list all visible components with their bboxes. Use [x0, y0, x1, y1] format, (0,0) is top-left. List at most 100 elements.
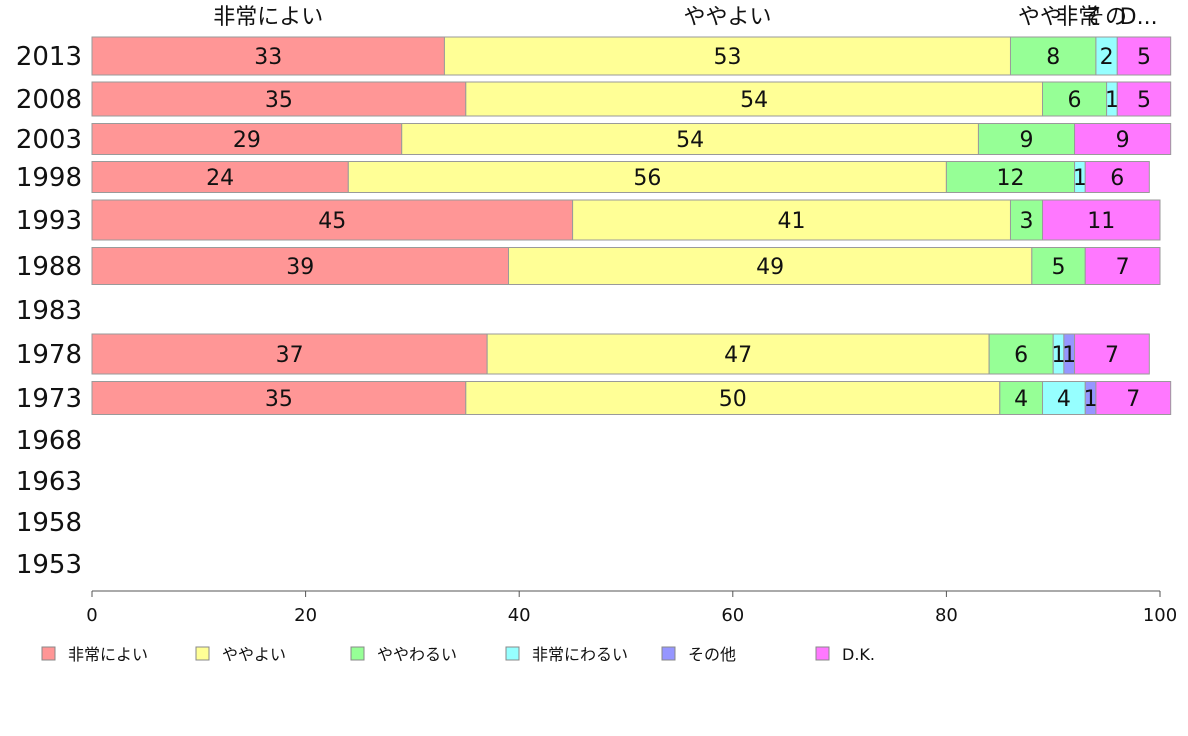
- data-label-2013-series-1: 53: [713, 45, 741, 70]
- bar-1998-series-5: [1084, 161, 1150, 193]
- bar-2013-series-0: [91, 36, 445, 76]
- legend-swatch-0: [41, 646, 56, 661]
- data-label-1973-series-3: 4: [1057, 387, 1071, 412]
- data-label-1998-series-1: 56: [633, 166, 661, 191]
- data-label-1993-series-0: 45: [318, 209, 346, 234]
- bar-1988-series-2: [1031, 247, 1086, 285]
- year-label-1978: 1978: [16, 340, 82, 370]
- data-label-2013-series-0: 33: [254, 45, 282, 70]
- legend-swatch-1: [195, 646, 210, 661]
- x-tick-label-80: 80: [935, 605, 958, 626]
- data-label-1998-series-2: 12: [996, 166, 1024, 191]
- data-label-1978-series-1: 47: [724, 343, 752, 368]
- top-label-0: 非常によい: [213, 5, 323, 30]
- data-label-1993-series-1: 41: [778, 209, 806, 234]
- bar-2003-series-1: [401, 123, 979, 155]
- legend-label-1: ややよい: [222, 645, 286, 664]
- bar-1978-series-5: [1074, 333, 1150, 375]
- bar-2008-series-5: [1116, 81, 1172, 117]
- y-axis-labels: 2013 2008 2003 1998 1993 1988 1983 1978 1973 1968…: [16, 42, 82, 580]
- data-label-1993-series-5: 11: [1087, 209, 1115, 234]
- data-label-1978-series-0: 37: [276, 343, 304, 368]
- legend-label-5: D.K.: [842, 645, 875, 664]
- data-label-1988-series-5: 7: [1116, 255, 1130, 280]
- bar-1993-series-5: [1042, 199, 1161, 241]
- bar-1993-series-1: [572, 199, 1011, 241]
- bar-1998-series-1: [347, 161, 947, 193]
- data-label-1973-series-4: 1: [1084, 387, 1098, 412]
- data-label-1988-series-1: 49: [756, 255, 784, 280]
- bar-1973-series-3: [1042, 381, 1086, 415]
- data-label-1978-series-3: 1: [1052, 343, 1066, 368]
- year-label-1968: 1968: [16, 426, 82, 456]
- data-label-2003-series-1: 54: [676, 128, 704, 153]
- legend-swatch-5: [815, 646, 830, 661]
- bar-1978-series-2: [988, 333, 1054, 375]
- year-label-1963: 1963: [16, 467, 82, 497]
- bar-2003-series-5: [1074, 123, 1172, 155]
- data-label-1998-series-5: 6: [1110, 166, 1124, 191]
- data-label-1998-series-0: 24: [206, 166, 234, 191]
- legend-label-2: ややわるい: [377, 645, 457, 664]
- top-category-labels: 非常によい ややよい やや非常そのD...: [213, 5, 1157, 30]
- bar-1998-series-2: [945, 161, 1076, 193]
- data-label-2013-series-5: 5: [1137, 45, 1151, 70]
- data-label-2008-series-5: 5: [1137, 88, 1151, 113]
- year-label-1973: 1973: [16, 384, 82, 414]
- data-label-2003-series-5: 9: [1116, 128, 1130, 153]
- x-axis: 0 20 40 60 80 100: [86, 590, 1177, 626]
- bar-1988-series-1: [508, 247, 1033, 285]
- legend: 非常によい ややよい ややわるい 非常にわるい その他 D.K.: [41, 645, 875, 664]
- data-label-2003-series-0: 29: [233, 128, 261, 153]
- bar-1993-series-0: [91, 199, 574, 241]
- data-label-2008-series-1: 54: [740, 88, 768, 113]
- legend-swatch-2: [350, 646, 365, 661]
- legend-swatch-3: [505, 646, 520, 661]
- top-label-5: D...: [1120, 5, 1158, 30]
- bar-2003-series-2: [977, 123, 1076, 155]
- bar-1998-series-0: [91, 161, 349, 193]
- x-tick-label-40: 40: [508, 605, 531, 626]
- bar-1978-series-1: [486, 333, 990, 375]
- data-label-1993-series-2: 3: [1020, 209, 1034, 234]
- bar-2008-series-2: [1042, 81, 1108, 117]
- data-label-2008-series-0: 35: [265, 88, 293, 113]
- top-label-1: ややよい: [683, 5, 771, 30]
- data-label-2013-series-3: 2: [1100, 45, 1114, 70]
- data-label-1988-series-2: 5: [1052, 255, 1066, 280]
- data-label-1973-series-2: 4: [1014, 387, 1028, 412]
- data-label-1998-series-3: 1: [1073, 166, 1087, 191]
- x-tick-label-20: 20: [294, 605, 317, 626]
- year-label-1998: 1998: [16, 163, 82, 193]
- legend-label-0: 非常によい: [68, 645, 148, 664]
- bar-1973-series-2: [999, 381, 1044, 415]
- data-label-1978-series-2: 6: [1014, 343, 1028, 368]
- year-label-2003: 2003: [16, 125, 82, 155]
- bar-2013-series-5: [1116, 36, 1172, 76]
- year-label-2013: 2013: [16, 42, 82, 72]
- bar-2008-series-1: [465, 81, 1044, 117]
- x-tick-label-0: 0: [86, 605, 97, 626]
- year-label-1953: 1953: [16, 550, 82, 580]
- year-label-1958: 1958: [16, 508, 82, 538]
- data-label-2003-series-2: 9: [1020, 128, 1034, 153]
- x-tick-label-100: 100: [1143, 605, 1177, 626]
- top-label-4: その: [1083, 5, 1127, 30]
- year-label-1988: 1988: [16, 252, 82, 282]
- bar-1993-series-2: [1009, 199, 1044, 241]
- data-label-1973-series-0: 35: [265, 387, 293, 412]
- data-label-2008-series-3: 1: [1105, 88, 1119, 113]
- data-label-1973-series-5: 7: [1126, 387, 1140, 412]
- data-label-1978-series-4: 1: [1062, 343, 1076, 368]
- top-label-3: 非常: [1056, 5, 1100, 30]
- year-label-1983: 1983: [16, 296, 82, 326]
- data-label-2013-series-2: 8: [1046, 45, 1060, 70]
- bar-1973-series-1: [465, 381, 1001, 415]
- bar-1988-series-5: [1084, 247, 1161, 285]
- legend-label-3: 非常にわるい: [532, 645, 628, 664]
- year-label-1993: 1993: [16, 206, 82, 236]
- bar-1988-series-0: [91, 247, 510, 285]
- data-label-2008-series-2: 6: [1068, 88, 1082, 113]
